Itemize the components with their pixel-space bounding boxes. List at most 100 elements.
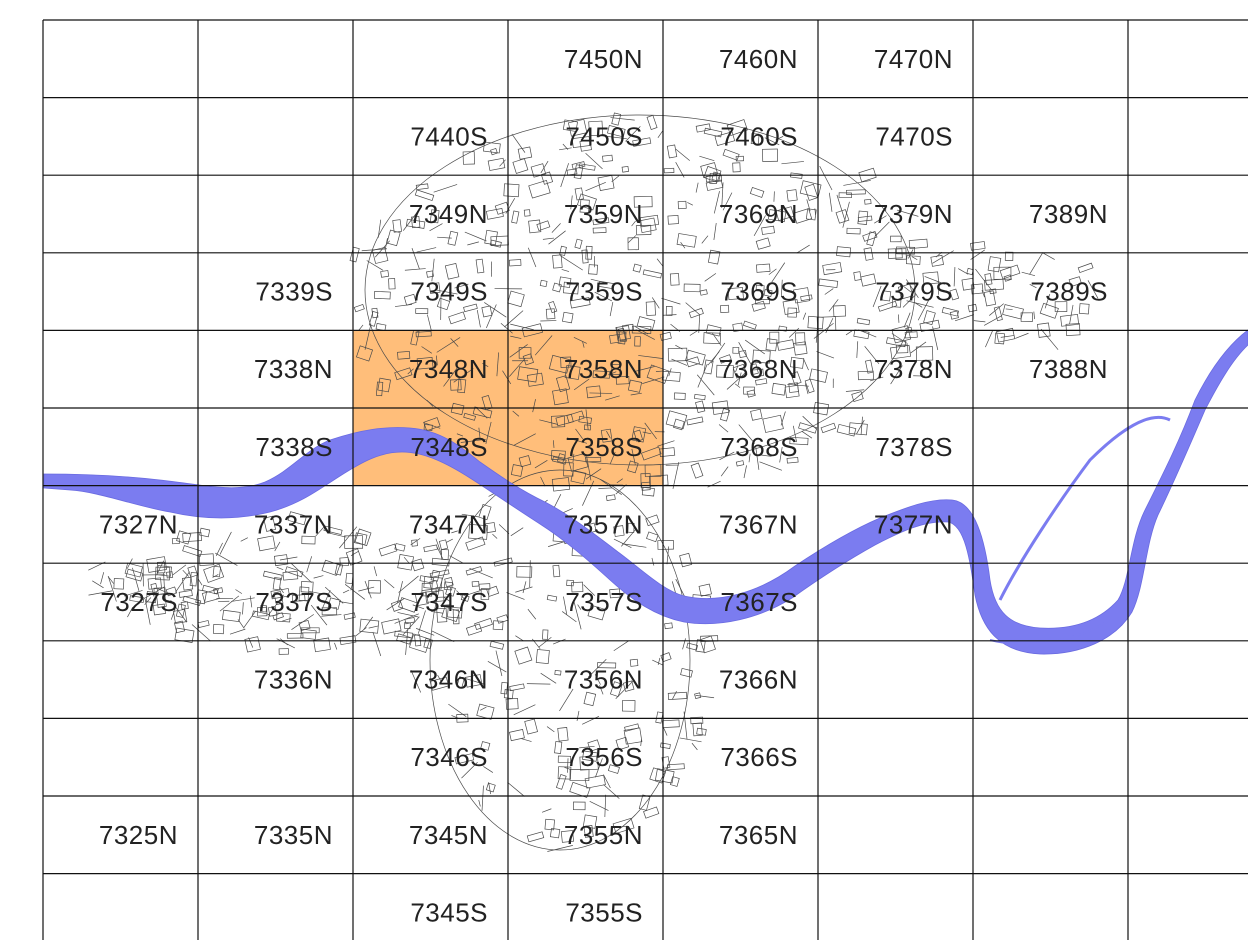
sheet-label[interactable]: 7345S (410, 897, 488, 927)
sheet-label[interactable]: 7349S (410, 277, 488, 307)
street-segment (780, 411, 786, 426)
street-segment (760, 454, 772, 457)
sheet-label[interactable]: 7338N (254, 354, 333, 384)
sheet-label[interactable]: 7338S (255, 432, 333, 462)
sheet-label[interactable]: 7346S (410, 742, 488, 772)
sheet-label[interactable]: 7379N (874, 199, 953, 229)
sheet-label[interactable]: 7339S (255, 277, 333, 307)
street-segment (663, 314, 677, 316)
sheet-label[interactable]: 7377N (874, 509, 953, 539)
sheet-label[interactable]: 7460N (719, 44, 798, 74)
street-block (622, 680, 635, 692)
sheet-label[interactable]: 7356S (565, 742, 643, 772)
sheet-label[interactable]: 7346N (409, 665, 488, 695)
sheet-label[interactable]: 7389S (1030, 277, 1108, 307)
sheet-label[interactable]: 7460S (720, 121, 798, 151)
sheet-label[interactable]: 7336N (254, 665, 333, 695)
street-segment (804, 383, 809, 395)
sheet-label[interactable]: 7440S (410, 121, 488, 151)
street-block (429, 209, 440, 224)
sheet-label[interactable]: 7369S (720, 277, 798, 307)
street-segment (449, 555, 464, 564)
street-block (984, 278, 1004, 291)
sheet-label[interactable]: 7368N (719, 354, 798, 384)
street-segment (454, 283, 469, 289)
street-block (397, 350, 411, 360)
street-segment (582, 341, 585, 348)
sheet-label[interactable]: 7366S (720, 742, 798, 772)
sheet-label[interactable]: 7450S (565, 121, 643, 151)
sheet-label[interactable]: 7378S (875, 432, 953, 462)
street-block (579, 199, 590, 213)
street-segment (416, 247, 437, 253)
street-block (793, 208, 813, 224)
sheet-label[interactable]: 7337S (255, 587, 333, 617)
street-block (291, 594, 306, 602)
sheet-label[interactable]: 7379S (875, 277, 953, 307)
sheet-label[interactable]: 7357N (564, 509, 643, 539)
street-block (983, 290, 997, 307)
sheet-label[interactable]: 7347N (409, 509, 488, 539)
street-segment (609, 302, 614, 317)
sheet-label[interactable]: 7327S (100, 587, 178, 617)
street-block (617, 331, 627, 345)
sheet-label[interactable]: 7358S (565, 432, 643, 462)
street-segment (898, 314, 900, 323)
sheet-label[interactable]: 7369N (719, 199, 798, 229)
sheet-label[interactable]: 7356N (564, 665, 643, 695)
sheet-label[interactable]: 7355S (565, 897, 643, 927)
street-segment (100, 572, 105, 585)
street-segment (279, 556, 298, 561)
street-segment (478, 800, 481, 807)
street-segment (540, 476, 546, 487)
sheet-label[interactable]: 7470N (874, 44, 953, 74)
sheet-label[interactable]: 7347S (410, 587, 488, 617)
sheet-label[interactable]: 7355N (564, 820, 643, 850)
sheet-label[interactable]: 7349N (409, 199, 488, 229)
street-block (922, 271, 940, 285)
sheet-label[interactable]: 7367N (719, 509, 798, 539)
sheet-label[interactable]: 7325N (99, 820, 178, 850)
street-block (300, 628, 317, 640)
street-block (600, 428, 613, 443)
street-segment (467, 590, 481, 596)
street-block (394, 367, 413, 381)
sheet-label[interactable]: 7327N (99, 509, 178, 539)
street-segment (613, 640, 629, 652)
street-block (478, 583, 491, 591)
sheet-label[interactable]: 7367S (720, 587, 798, 617)
street-segment (540, 672, 557, 684)
sheet-label[interactable]: 7358N (564, 354, 643, 384)
sheet-label[interactable]: 7365N (719, 820, 798, 850)
street-segment (510, 527, 524, 537)
street-segment (92, 580, 104, 589)
street-segment (440, 604, 452, 606)
sheet-label[interactable]: 7348S (410, 432, 488, 462)
street-block (719, 354, 732, 364)
sheet-label[interactable]: 7348N (409, 354, 488, 384)
street-block (857, 370, 874, 381)
street-segment (377, 219, 382, 238)
sheet-label[interactable]: 7337N (254, 509, 333, 539)
sheet-label[interactable]: 7388N (1029, 354, 1108, 384)
street-segment (172, 564, 187, 576)
sheet-label[interactable]: 7389N (1029, 199, 1108, 229)
sheet-label[interactable]: 7378N (874, 354, 953, 384)
street-segment (429, 223, 443, 232)
sheet-label[interactable]: 7335N (254, 820, 333, 850)
street-segment (355, 627, 367, 637)
sheet-label[interactable]: 7366N (719, 665, 798, 695)
street-segment (394, 304, 413, 307)
sheet-label[interactable]: 7359N (564, 199, 643, 229)
sheet-label[interactable]: 7345N (409, 820, 488, 850)
sheet-label[interactable]: 7359S (565, 277, 643, 307)
street-block (481, 394, 493, 411)
sheet-label[interactable]: 7470S (875, 121, 953, 151)
street-segment (1015, 332, 1029, 339)
street-segment (573, 602, 582, 630)
sheet-label[interactable]: 7368S (720, 432, 798, 462)
street-segment (421, 588, 436, 591)
sheet-label[interactable]: 7450N (564, 44, 643, 74)
sheet-label[interactable]: 7357S (565, 587, 643, 617)
street-block (750, 408, 763, 421)
